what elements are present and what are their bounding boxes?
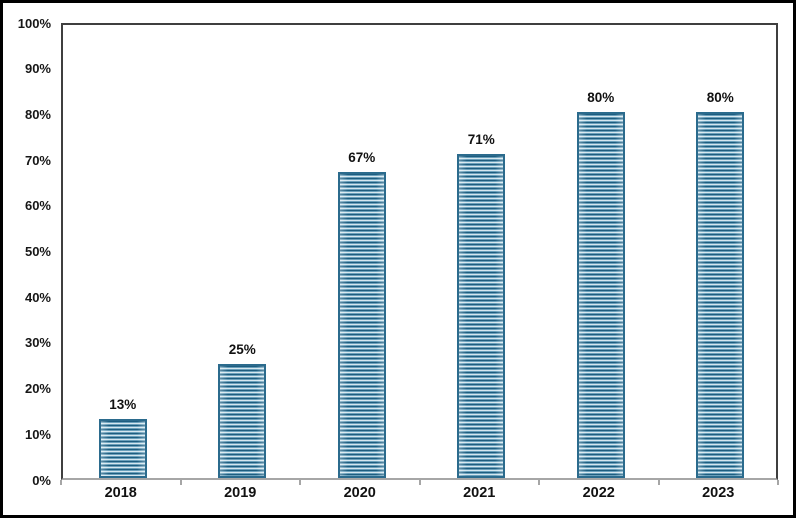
- bar-2018: [98, 418, 147, 478]
- y-axis-tick-label: 80%: [24, 106, 51, 122]
- y-axis-tick-label: 50%: [24, 244, 51, 259]
- y-axis-tick-label: 20%: [24, 381, 51, 397]
- y-axis-tick-label: 100%: [17, 15, 51, 31]
- bar-2020: [337, 171, 386, 478]
- y-axis-tick-label: 0%: [32, 472, 51, 488]
- x-axis-tick: [299, 480, 301, 485]
- x-axis-label-2020: 2020: [343, 485, 376, 501]
- plot-area: 13% 25% 67% 71% 80% 80%: [61, 23, 778, 480]
- bar-2022: [576, 112, 625, 478]
- x-axis-label-2018: 2018: [104, 485, 137, 501]
- x-axis-tick: [60, 480, 62, 485]
- y-axis-tick-label: 30%: [24, 335, 51, 351]
- y-axis-tick-label: 70%: [24, 152, 51, 168]
- y-axis-tick-label: 60%: [24, 198, 51, 214]
- data-label-2021: 71%: [467, 131, 495, 147]
- y-axis-tick-label: 40%: [24, 289, 51, 305]
- x-axis-label-2022: 2022: [582, 485, 615, 501]
- bar-2023: [696, 112, 745, 478]
- x-axis-label-2019: 2019: [224, 485, 257, 501]
- bar-2021: [457, 153, 506, 478]
- bar-2019: [218, 363, 267, 478]
- x-axis-label-2021: 2021: [463, 485, 496, 501]
- data-label-2022: 80%: [587, 90, 615, 106]
- data-label-2018: 13%: [109, 396, 137, 412]
- x-axis-tick: [179, 480, 182, 485]
- x-axis-tick: [777, 480, 779, 485]
- x-axis-tick: [418, 480, 421, 485]
- data-label-2019: 25%: [228, 341, 256, 357]
- y-axis-tick-label: 10%: [24, 426, 51, 442]
- x-axis-tick: [538, 480, 540, 485]
- y-axis-tick-label: 90%: [24, 61, 51, 77]
- data-label-2023: 80%: [706, 90, 734, 106]
- data-label-2020: 67%: [348, 149, 376, 165]
- x-axis-tick: [657, 480, 660, 485]
- x-axis-label-2023: 2023: [702, 485, 735, 501]
